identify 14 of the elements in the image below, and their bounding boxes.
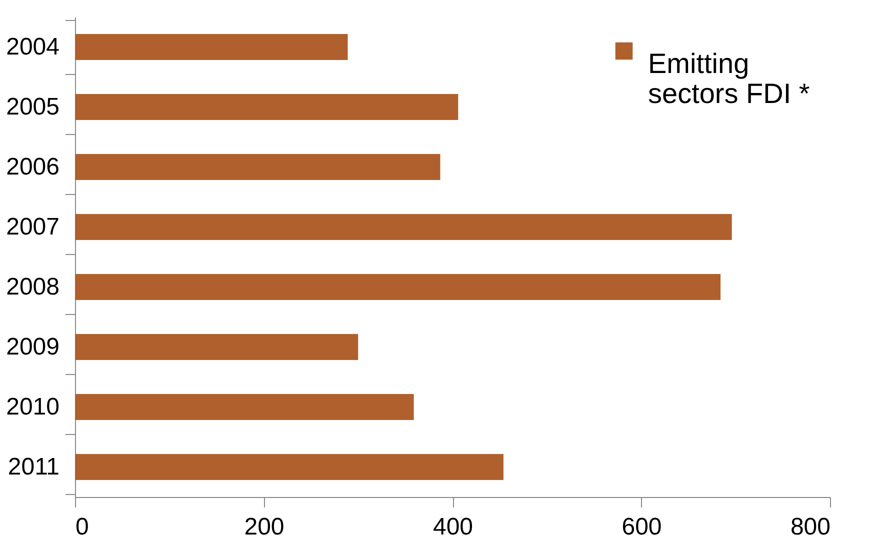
y-tick-label: 2006 <box>6 154 60 180</box>
x-tick-label: 400 <box>432 514 474 540</box>
y-tick-label: 2009 <box>6 334 60 360</box>
y-tick-label: 2011 <box>8 454 60 480</box>
x-tick-label: 600 <box>622 514 662 540</box>
y-tick-label: 2005 <box>6 94 60 120</box>
y-tick-label: 2007 <box>6 214 60 240</box>
legend-label: Emitting sectors FDI * <box>648 48 810 109</box>
y-tick-label: 2010 <box>6 394 60 420</box>
x-tick-label: 800 <box>790 514 830 540</box>
y-tick-label: 2004 <box>6 34 60 60</box>
y-tick-label: 2008 <box>6 274 60 300</box>
x-tick-label: 0 <box>76 514 89 540</box>
x-tick-label: 200 <box>244 514 284 540</box>
